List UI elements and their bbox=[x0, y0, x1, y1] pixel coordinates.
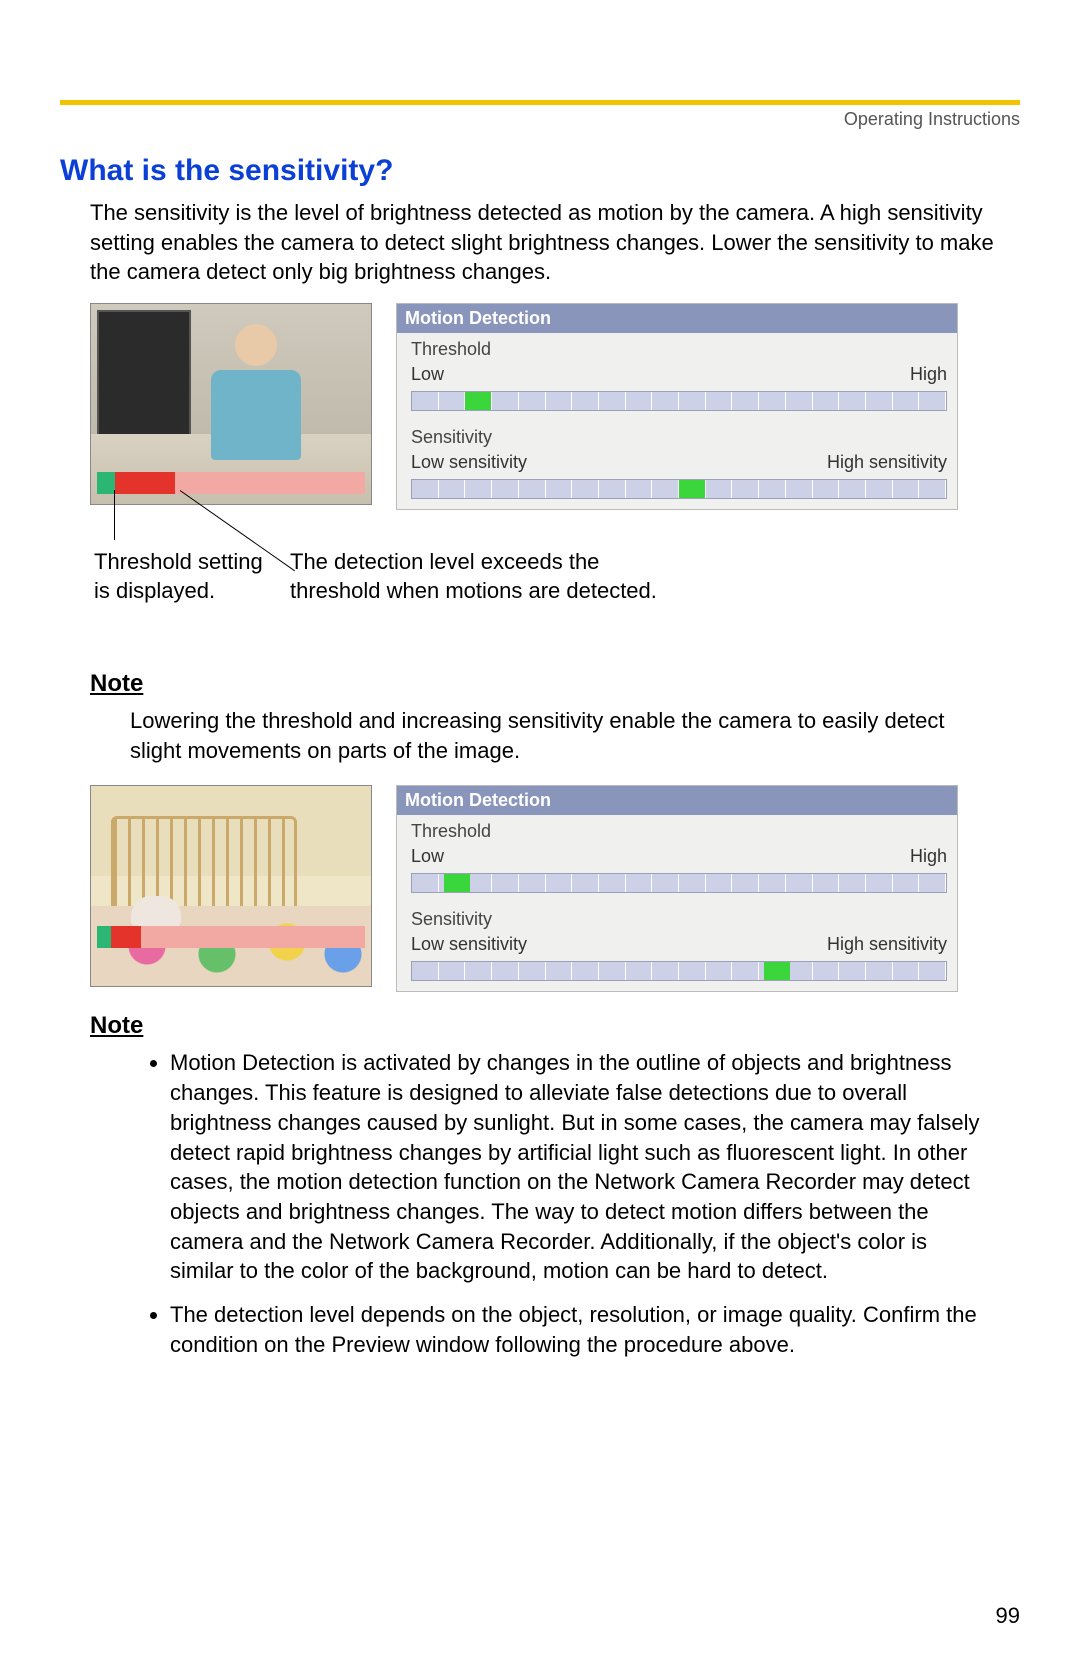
motion-panel-2: Motion Detection Threshold Low High Sens… bbox=[396, 785, 958, 992]
bar-threshold-seg bbox=[97, 926, 111, 948]
slider-marker bbox=[764, 962, 790, 980]
sensitivity-high-label: High sensitivity bbox=[827, 934, 947, 955]
threshold-low-label: Low bbox=[411, 364, 444, 385]
page-title: What is the sensitivity? bbox=[60, 154, 1020, 188]
header-rule bbox=[60, 100, 1020, 105]
sensitivity-low-label: Low sensitivity bbox=[411, 452, 527, 473]
panel-title: Motion Detection bbox=[397, 304, 957, 333]
bar-detection-seg bbox=[111, 926, 141, 948]
camera-photo-1 bbox=[90, 303, 372, 505]
sensitivity-slider[interactable] bbox=[411, 479, 947, 499]
threshold-high-label: High bbox=[910, 846, 947, 867]
example-1-row: Motion Detection Threshold Low High Sens… bbox=[90, 303, 1020, 510]
slider-marker bbox=[679, 480, 705, 498]
detection-bar-2 bbox=[97, 926, 365, 948]
callout-threshold: Threshold setting is displayed. bbox=[94, 548, 264, 605]
sensitivity-label: Sensitivity bbox=[397, 903, 957, 932]
slider-marker bbox=[465, 392, 491, 410]
threshold-high-label: High bbox=[910, 364, 947, 385]
note-heading-2: Note bbox=[90, 1012, 1020, 1040]
bar-remaining-seg bbox=[141, 926, 365, 948]
bar-remaining-seg bbox=[175, 472, 365, 494]
bar-detection-seg bbox=[115, 472, 175, 494]
note-body-1: Lowering the threshold and increasing se… bbox=[130, 706, 960, 765]
sensitivity-high-label: High sensitivity bbox=[827, 452, 947, 473]
camera-photo-2 bbox=[90, 785, 372, 987]
slider-marker bbox=[444, 874, 470, 892]
list-item: The detection level depends on the objec… bbox=[170, 1300, 980, 1359]
panel-title: Motion Detection bbox=[397, 786, 957, 815]
detection-bar-1 bbox=[97, 472, 365, 494]
page-number: 99 bbox=[996, 1603, 1020, 1629]
threshold-slider[interactable] bbox=[411, 873, 947, 893]
callouts-1: Threshold setting is displayed. The dete… bbox=[90, 520, 1020, 640]
bar-threshold-seg bbox=[97, 472, 115, 494]
threshold-label: Threshold bbox=[397, 815, 957, 844]
sensitivity-slider[interactable] bbox=[411, 961, 947, 981]
threshold-low-label: Low bbox=[411, 846, 444, 867]
note-heading-1: Note bbox=[90, 670, 1020, 698]
notes-list: Motion Detection is activated by changes… bbox=[140, 1048, 980, 1359]
example-2-row: Motion Detection Threshold Low High Sens… bbox=[90, 785, 1020, 992]
running-title: Operating Instructions bbox=[60, 109, 1020, 130]
motion-panel-1: Motion Detection Threshold Low High Sens… bbox=[396, 303, 958, 510]
scene-pet bbox=[91, 786, 371, 986]
sensitivity-label: Sensitivity bbox=[397, 421, 957, 450]
list-item: Motion Detection is activated by changes… bbox=[170, 1048, 980, 1286]
threshold-label: Threshold bbox=[397, 333, 957, 362]
callout-detection: The detection level exceeds the threshol… bbox=[290, 548, 690, 605]
intro-paragraph: The sensitivity is the level of brightne… bbox=[90, 198, 1020, 287]
sensitivity-low-label: Low sensitivity bbox=[411, 934, 527, 955]
threshold-slider[interactable] bbox=[411, 391, 947, 411]
